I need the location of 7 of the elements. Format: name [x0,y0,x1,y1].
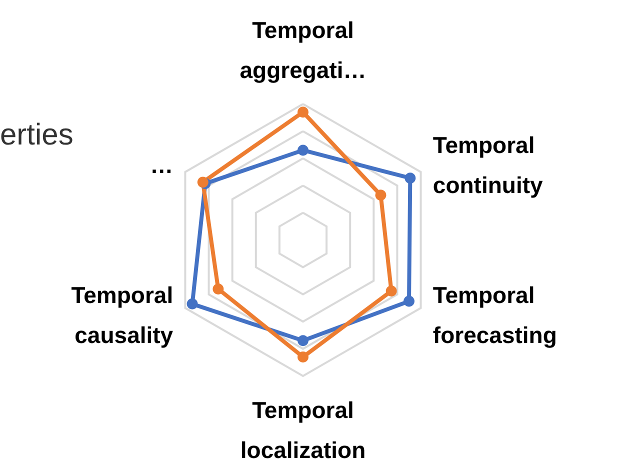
spoke-label: … [150,152,174,178]
spoke-label: Temporal continuity [432,132,543,198]
spoke-label: Temporal causality [71,282,174,348]
text: erties [0,118,74,152]
spoke-label: Temporal aggregati… [240,17,366,83]
spoke-label: Temporal forecasting [432,282,557,348]
spoke-label: Temporal localization [240,397,366,463]
